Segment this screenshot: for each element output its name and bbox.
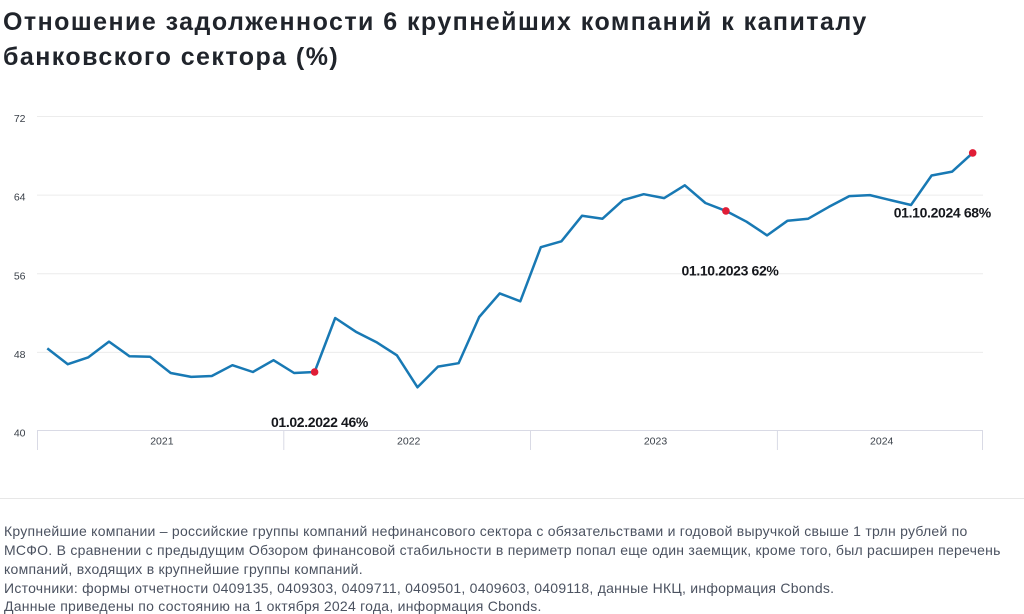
svg-text:2023: 2023 <box>644 436 668 448</box>
svg-text:2021: 2021 <box>150 436 174 448</box>
svg-text:72: 72 <box>14 113 26 125</box>
svg-text:01.10.2024 68%: 01.10.2024 68% <box>894 205 992 221</box>
svg-text:64: 64 <box>14 192 26 204</box>
svg-text:2024: 2024 <box>870 436 894 448</box>
svg-text:56: 56 <box>14 270 26 282</box>
svg-text:2022: 2022 <box>397 436 421 448</box>
svg-text:40: 40 <box>14 428 26 440</box>
svg-text:48: 48 <box>14 349 26 361</box>
svg-text:01.02.2022 46%: 01.02.2022 46% <box>271 414 369 430</box>
svg-text:01.10.2023 62%: 01.10.2023 62% <box>681 262 779 278</box>
